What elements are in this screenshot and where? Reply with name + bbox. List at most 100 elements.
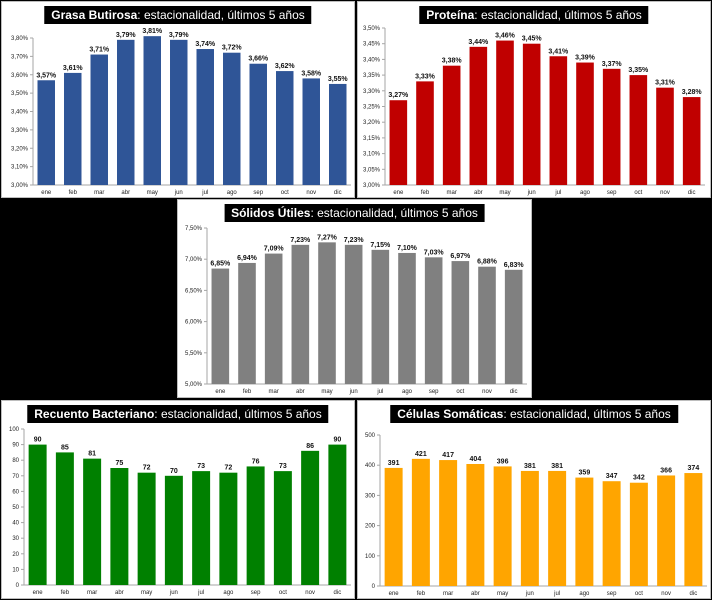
y-tick-label: 3,15%: [363, 136, 381, 142]
data-label: 3,61%: [63, 65, 84, 72]
data-label: 7,10%: [397, 245, 418, 252]
data-label: 6,97%: [450, 253, 471, 260]
y-tick-label: 3,50%: [363, 26, 381, 32]
bar: [246, 466, 265, 585]
data-label: 421: [415, 451, 427, 458]
bar: [249, 63, 267, 185]
y-tick-label: 3,50%: [11, 91, 29, 97]
data-label: 3,44%: [468, 39, 489, 46]
bar: [318, 242, 336, 384]
data-label: 70: [170, 468, 178, 475]
x-tick-label: ago: [402, 389, 413, 395]
data-label: 417: [442, 452, 454, 459]
x-tick-label: nov: [482, 389, 492, 395]
x-tick-label: sep: [607, 591, 617, 597]
data-label: 396: [497, 458, 509, 465]
data-label: 3,27%: [388, 92, 409, 99]
chart-title-sub: : estacionalidad, últimos 5 años: [474, 8, 642, 22]
bar: [493, 466, 512, 586]
chart-title: Recuento Bacteriano: estacionalidad, últ…: [27, 405, 329, 423]
bar: [223, 52, 241, 186]
y-tick-label: 400: [365, 463, 376, 469]
bar: [576, 62, 594, 185]
x-tick-label: ago: [579, 591, 590, 597]
bar: [302, 78, 320, 185]
bar: [629, 482, 648, 586]
data-label: 3,79%: [116, 32, 137, 39]
chart-panel-somaticas: Células Somáticas: estacionalidad, últim…: [357, 400, 711, 599]
chart-title: Células Somáticas: estacionalidad, últim…: [390, 405, 678, 423]
bar: [389, 100, 408, 185]
data-label: 3,72%: [222, 45, 243, 52]
x-tick-label: jun: [169, 590, 178, 596]
x-tick-label: may: [141, 590, 152, 596]
data-label: 73: [197, 463, 205, 470]
x-tick-label: jul: [201, 190, 208, 196]
bar: [64, 72, 82, 185]
data-label: 7,03%: [424, 249, 445, 256]
y-tick-label: 500: [365, 433, 376, 439]
bar: [682, 97, 701, 185]
x-tick-label: ago: [227, 190, 238, 196]
bar: [301, 450, 320, 585]
bar: [522, 43, 541, 186]
x-tick-label: jul: [553, 591, 560, 597]
chart-panel-bacteriano: Recuento Bacteriano: estacionalidad, últ…: [1, 400, 355, 599]
x-tick-label: dic: [334, 590, 342, 596]
x-tick-label: oct: [635, 591, 643, 597]
data-label: 391: [388, 460, 400, 467]
data-label: 72: [224, 465, 232, 472]
data-label: 3,41%: [548, 48, 569, 55]
data-label: 73: [279, 463, 287, 470]
bar: [219, 472, 238, 585]
data-label: 3,46%: [495, 33, 516, 40]
x-tick-label: feb: [417, 591, 426, 597]
data-label: 3,38%: [442, 58, 463, 65]
x-tick-label: mar: [268, 389, 278, 395]
data-label: 7,23%: [290, 237, 311, 244]
y-tick-label: 60: [12, 489, 19, 495]
chart-panel-proteina: Proteína: estacionalidad, últimos 5 años…: [357, 1, 711, 198]
x-tick-label: oct: [634, 190, 642, 196]
y-tick-label: 3,00%: [11, 183, 29, 189]
data-label: 381: [551, 463, 563, 470]
chart-title: Grasa Butirosa: estacionalidad, últimos …: [44, 6, 312, 24]
bar: [451, 261, 470, 384]
data-label: 6,94%: [237, 255, 258, 262]
y-tick-label: 3,25%: [363, 105, 381, 111]
y-tick-label: 90: [12, 443, 19, 449]
x-tick-label: oct: [456, 389, 464, 395]
x-tick-label: jun: [349, 389, 358, 395]
bar: [276, 71, 294, 185]
bar-chart-solidos: 5,00% 5,50% 6,00% 6,50% 7,00% 7,50% 6,85% ene 6,…: [185, 226, 527, 395]
bar: [520, 470, 539, 586]
bar: [264, 253, 283, 384]
data-label: 7,23%: [344, 237, 365, 244]
x-tick-label: mar: [443, 591, 453, 597]
x-tick-label: abr: [471, 591, 480, 597]
y-tick-label: 70: [12, 474, 19, 480]
chart-title-sub: : estacionalidad, últimos 5 años: [154, 407, 322, 421]
x-tick-label: sep: [251, 590, 261, 596]
chart-title-main: Células Somáticas: [397, 407, 504, 421]
data-label: 404: [470, 456, 482, 463]
bar: [273, 471, 292, 585]
bar: [371, 249, 390, 384]
bar: [549, 56, 568, 186]
data-label: 342: [633, 475, 645, 482]
bar: [575, 477, 594, 586]
chart-title: Proteína: estacionalidad, últimos 5 años: [419, 6, 649, 24]
x-tick-label: nov: [305, 590, 315, 596]
bar-chart-proteina: 3,00% 3,05% 3,10% 3,15% 3,20% 3,25% 3,30% 3,35%…: [363, 26, 705, 196]
chart-title-sub: : estacionalidad, últimos 5 años: [137, 8, 305, 22]
y-tick-label: 10: [12, 567, 19, 573]
data-label: 6,83%: [504, 262, 525, 269]
y-tick-label: 5,00%: [185, 382, 203, 388]
data-label: 3,35%: [628, 67, 649, 74]
y-tick-label: 3,10%: [11, 165, 29, 171]
data-label: 81: [88, 451, 96, 458]
y-tick-label: 3,70%: [11, 54, 29, 60]
chart-panel-grasa: Grasa Butirosa: estacionalidad, últimos …: [1, 1, 355, 198]
x-tick-label: feb: [421, 190, 430, 196]
y-tick-label: 7,00%: [185, 257, 203, 263]
